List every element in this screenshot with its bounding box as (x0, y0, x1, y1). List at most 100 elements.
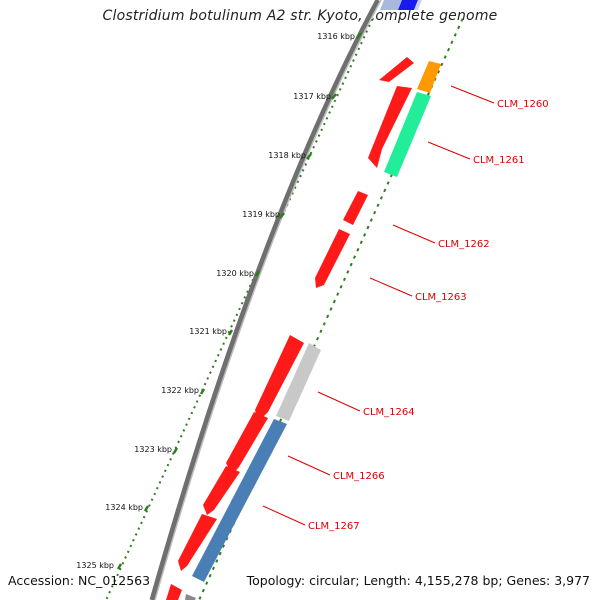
guide-dot (198, 596, 202, 600)
guide-dot (457, 25, 461, 30)
forward-strand-genes (185, 0, 441, 600)
scale-label: 1321 kbp (189, 327, 227, 336)
gene-top-darkblue (398, 0, 418, 10)
guide-dot (344, 76, 347, 80)
guide-dot (161, 475, 164, 478)
guide-dot (363, 233, 367, 237)
gene-label-clm-1260[interactable]: CLM_1260 (497, 99, 549, 110)
scale-label: 1318 kbp (268, 151, 306, 160)
guide-dot (116, 573, 119, 577)
scale-label: 1316 kbp (317, 32, 355, 41)
guide-dot (293, 186, 297, 189)
gene-arrow-bottom[interactable] (166, 584, 182, 600)
guide-dot (142, 515, 146, 519)
guide-dot (214, 359, 217, 363)
genome-summary-text: Topology: circular; Length: 4,155,278 bp… (246, 573, 590, 588)
gene-arrow-clm-1263[interactable] (315, 229, 350, 288)
gene-arrow-clm-1264[interactable] (255, 335, 304, 422)
gene-arrow-clm-1266[interactable] (203, 466, 240, 515)
guide-dot (156, 486, 159, 490)
guide-dot (182, 429, 186, 432)
guide-dot (206, 377, 210, 380)
gene-label-clm-1262[interactable]: CLM_1262 (438, 239, 490, 250)
scale-label: 1325 kbp (76, 561, 114, 570)
guide-dot (203, 382, 207, 386)
guide-dot (366, 225, 370, 230)
guide-dot (240, 301, 244, 305)
guide-dot (336, 93, 339, 97)
guide-dot (342, 277, 347, 282)
guide-dot (443, 55, 447, 59)
guide-dot (134, 533, 138, 536)
gene-bar-orange[interactable] (417, 61, 441, 93)
guide-dot (132, 538, 135, 542)
guide-dot (299, 174, 302, 178)
genome-backbone-highlight (154, 0, 382, 600)
guide-dot (328, 111, 331, 114)
guide-dot (379, 196, 383, 200)
gene-bar-green[interactable] (384, 92, 431, 177)
gene-arrow-clm-1265[interactable] (226, 412, 268, 475)
guide-dot (296, 180, 300, 184)
guide-dot (124, 556, 127, 559)
scale-labels: 1316 kbp 1317 kbp 1318 kbp 1319 kbp 1320… (76, 32, 355, 570)
guide-dot (317, 134, 321, 137)
guide-dot (370, 18, 374, 22)
guide-dot (446, 47, 451, 52)
gene-arrow-clm-1259[interactable] (379, 57, 414, 82)
gene-label-clm-1263[interactable]: CLM_1263 (415, 292, 467, 303)
leader-line (317, 391, 361, 412)
reverse-strand-genes (166, 57, 414, 600)
guide-dot (329, 307, 333, 311)
guide-dot (211, 365, 215, 369)
guide-dot (193, 405, 196, 409)
guide-dot (195, 400, 199, 403)
scale-tick (331, 93, 337, 100)
genome-backbone (149, 0, 381, 600)
gene-label-clm-1264[interactable]: CLM_1264 (363, 407, 415, 418)
gene-arrow-clm-1267[interactable] (178, 514, 217, 571)
gene-bar-grey-bottom (185, 594, 196, 600)
guide-dot (349, 262, 353, 267)
leader-line (262, 505, 306, 526)
scale-tick (116, 563, 123, 570)
label-leaders (262, 85, 495, 526)
guide-dot (349, 64, 353, 68)
guide-dot (376, 203, 380, 208)
guide-dot (362, 35, 366, 39)
guide-dot (224, 336, 228, 340)
guide-dot (383, 188, 387, 193)
guide-dot (169, 457, 172, 461)
guide-dot (436, 70, 441, 74)
guide-dot (238, 307, 241, 311)
gene-label-clm-1266[interactable]: CLM_1266 (333, 471, 385, 482)
guide-dot (209, 371, 212, 374)
guide-dot (320, 128, 323, 132)
guide-dot (330, 105, 334, 109)
leader-line (450, 85, 495, 104)
guide-dot (453, 33, 457, 37)
gene-bar-grey[interactable] (276, 343, 321, 421)
gene-label-clm-1261[interactable]: CLM_1261 (473, 155, 525, 166)
guide-dot (118, 567, 122, 571)
guide-dot (129, 544, 133, 548)
guide-dot (222, 342, 225, 346)
guide-dot (121, 561, 125, 565)
leader-line (287, 455, 331, 476)
accession-text: Accession: NC_012563 (8, 573, 151, 588)
guide-dot (319, 329, 323, 334)
guide-dot (148, 504, 151, 507)
guide-dot (352, 59, 355, 62)
gene-arrow-clm-1260[interactable] (368, 86, 412, 168)
gene-label-clm-1267[interactable]: CLM_1267 (308, 521, 360, 532)
guide-dot (126, 550, 130, 554)
guide-dot (137, 527, 141, 530)
guide-dot (360, 41, 363, 45)
guide-dot (315, 336, 320, 341)
leader-line (369, 277, 413, 297)
gene-arrow-clm-1262[interactable] (343, 191, 368, 225)
gene-bar-blue[interactable] (192, 419, 287, 582)
guide-dot (341, 82, 345, 85)
scale-tick (306, 153, 312, 160)
